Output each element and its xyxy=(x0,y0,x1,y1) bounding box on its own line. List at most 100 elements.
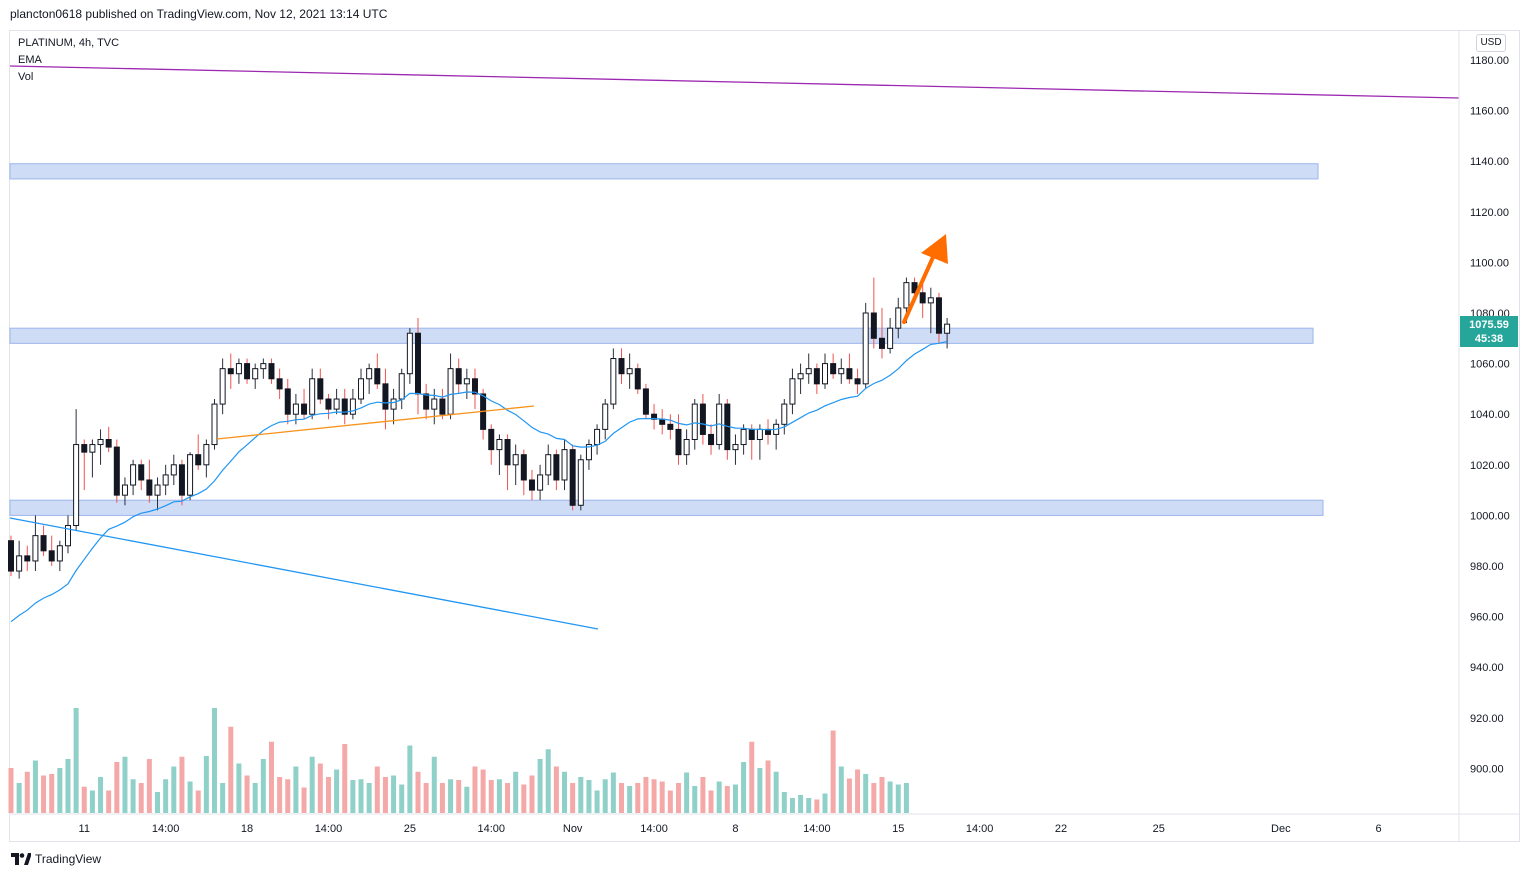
rising-support-trendline xyxy=(216,405,535,440)
price-tick-label: 1060.00 xyxy=(1470,359,1510,371)
candle-down xyxy=(24,555,31,562)
volume-bar xyxy=(114,762,120,813)
volume-bar xyxy=(293,766,299,813)
resistance-zone-upper xyxy=(9,163,1319,180)
volume-bar xyxy=(16,783,22,813)
volume-bar xyxy=(545,749,551,813)
countdown-timer: 45:38 xyxy=(1474,333,1504,345)
candle-up xyxy=(170,464,177,476)
candles-layer xyxy=(8,277,951,579)
candle-down xyxy=(195,454,202,466)
volume-bar xyxy=(529,775,535,813)
candle-down xyxy=(325,398,332,410)
volume-bar xyxy=(651,779,657,813)
volume-bar xyxy=(374,766,380,813)
volume-bar xyxy=(130,779,136,813)
candle-up xyxy=(203,444,210,466)
volume-bar xyxy=(285,779,291,813)
volume-bar xyxy=(252,783,258,813)
price-tick-label: 960.00 xyxy=(1470,612,1504,624)
volume-bar xyxy=(350,780,356,813)
descending-trendline xyxy=(9,517,599,630)
candle-down xyxy=(284,388,291,415)
time-axis: 11 14:00 18 14:00 25 14:00 Nov 14:00 8 14:00 15 14:… xyxy=(9,813,1520,835)
volume-bar xyxy=(57,768,63,813)
candle-up xyxy=(130,464,137,486)
volume-bar xyxy=(260,759,266,813)
volume-bar xyxy=(24,771,30,813)
currency-button[interactable]: USD xyxy=(1476,34,1506,52)
candle-up xyxy=(585,444,592,461)
volume-bar xyxy=(887,781,893,813)
ema-line xyxy=(10,340,948,623)
candle-down xyxy=(227,368,234,375)
candle-up xyxy=(683,439,690,456)
candle-up xyxy=(903,282,910,309)
time-tick-label: 15 xyxy=(892,823,904,835)
volume-bar xyxy=(456,780,462,813)
volume-bar xyxy=(830,730,836,813)
price-tick-label: 920.00 xyxy=(1470,713,1504,725)
candle-up xyxy=(496,439,503,451)
candle-up xyxy=(838,368,845,375)
upward-arrow-shaft xyxy=(902,253,936,324)
volume-bar xyxy=(122,756,128,813)
candle-up xyxy=(73,444,80,527)
volume-bar xyxy=(741,762,747,813)
volume-bar xyxy=(138,783,144,813)
volume-bar xyxy=(32,760,38,813)
time-tick-label: Dec xyxy=(1271,823,1291,835)
volume-bar xyxy=(675,783,681,813)
volume-bar xyxy=(635,783,641,813)
time-tick-label: 14:00 xyxy=(966,823,994,835)
volume-bar xyxy=(366,783,372,813)
volume-label[interactable]: Vol xyxy=(18,71,34,83)
volume-bar xyxy=(488,780,494,813)
symbol-label[interactable]: PLATINUM, 4h, TVC xyxy=(18,37,120,49)
candle-up xyxy=(463,378,470,385)
time-tick-label: 14:00 xyxy=(803,823,831,835)
volume-bar xyxy=(879,777,885,813)
candle-down xyxy=(439,398,446,415)
candle-up xyxy=(805,368,812,375)
volume-bar xyxy=(407,745,413,813)
candle-down xyxy=(520,454,527,481)
volume-bar xyxy=(798,795,804,813)
candle-up xyxy=(406,332,413,375)
volume-bar xyxy=(659,781,665,813)
candle-up xyxy=(594,428,601,446)
volume-bar xyxy=(212,708,217,813)
candle-down xyxy=(659,418,666,425)
price-tick-label: 940.00 xyxy=(1470,662,1504,674)
tradingview-footer[interactable]: TradingView xyxy=(11,852,101,866)
candle-down xyxy=(40,535,47,552)
candle-up xyxy=(626,368,633,375)
candle-up xyxy=(358,378,365,400)
volume-bar xyxy=(570,783,576,813)
volume-bar xyxy=(228,726,234,813)
candle-down xyxy=(854,378,861,385)
candle-up xyxy=(349,398,356,415)
candle-up xyxy=(260,363,267,370)
candle-up xyxy=(732,444,739,451)
volume-bar xyxy=(765,760,771,813)
ema-label[interactable]: EMA xyxy=(18,54,42,66)
candle-down xyxy=(708,433,715,446)
volume-bar xyxy=(692,786,698,813)
volume-bar xyxy=(325,777,331,813)
candle-down xyxy=(374,368,381,385)
volume-bar xyxy=(562,771,568,813)
volume-bar xyxy=(855,769,861,813)
volume-bar xyxy=(822,793,828,813)
price-tick-label: 1180.00 xyxy=(1470,55,1509,67)
candle-up xyxy=(32,535,39,562)
volume-bar xyxy=(472,766,478,813)
volume-bar xyxy=(89,790,95,813)
candle-down xyxy=(870,312,877,339)
volume-bar xyxy=(203,756,209,813)
candle-up xyxy=(537,474,544,491)
volume-bar xyxy=(439,783,445,813)
candle-up xyxy=(691,403,698,440)
volume-bar xyxy=(594,790,600,813)
